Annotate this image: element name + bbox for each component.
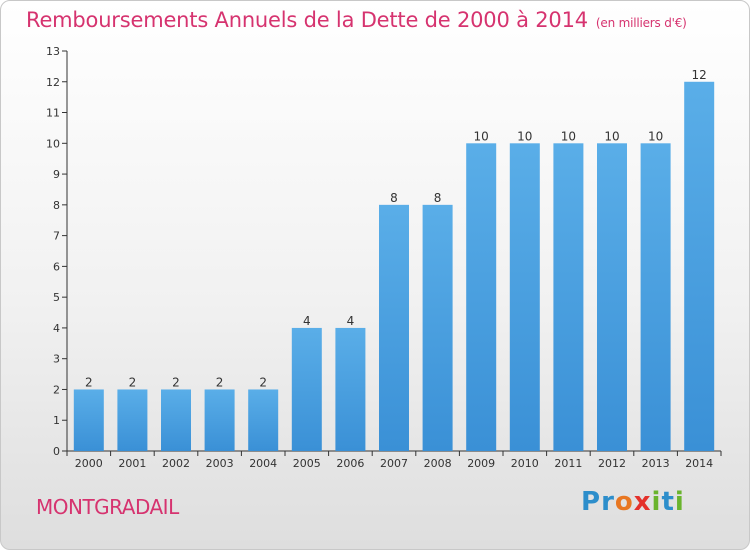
data-label: 4 [303, 314, 311, 328]
chart-title-text: Remboursements Annuels de la Dette de 20… [26, 8, 588, 32]
data-label: 2 [129, 375, 137, 389]
bar [422, 204, 453, 451]
bar [466, 143, 497, 452]
y-tick-label: 0 [53, 445, 60, 458]
bar [161, 389, 191, 451]
data-label: 8 [390, 191, 398, 205]
bar [640, 143, 671, 452]
x-tick-label: 2010 [511, 457, 539, 470]
x-tick-label: 2011 [554, 457, 582, 470]
chart-title: Remboursements Annuels de la Dette de 20… [26, 8, 687, 32]
data-label: 10 [561, 129, 576, 143]
logo-letter: i [674, 487, 685, 517]
bar [291, 327, 322, 451]
bar [117, 389, 148, 451]
x-tick-label: 2014 [685, 457, 713, 470]
data-label: 10 [604, 129, 619, 143]
bar [204, 389, 235, 451]
logo-letter: r [601, 487, 615, 517]
logo-letter: i [651, 487, 662, 517]
x-tick-label: 2009 [467, 457, 495, 470]
bar [597, 143, 627, 452]
x-tick-label: 2012 [598, 457, 626, 470]
y-tick-label: 5 [53, 291, 60, 304]
logo-letter: t [661, 487, 675, 517]
y-tick-label: 8 [53, 199, 60, 212]
bar [553, 143, 584, 452]
y-tick-label: 12 [46, 76, 60, 89]
data-label: 12 [692, 68, 707, 82]
chart-labels: 2 2 2 2 2 4 4 8 8 10 10 10 10 10 12 [85, 68, 707, 390]
data-label: 8 [434, 191, 442, 205]
chart-bars [73, 81, 715, 452]
y-tick-label: 2 [53, 383, 60, 396]
x-tick-label: 2003 [206, 457, 234, 470]
data-label: 2 [259, 375, 267, 389]
data-label: 2 [85, 375, 93, 389]
data-label: 10 [517, 129, 532, 143]
y-tick-label: 7 [53, 230, 60, 243]
y-tick-label: 9 [53, 168, 60, 181]
logo-letter: o [614, 487, 634, 517]
x-tick-label: 2007 [380, 457, 408, 470]
y-tick-label: 11 [46, 107, 60, 120]
data-label: 2 [172, 375, 180, 389]
bar [509, 143, 540, 452]
x-tick-label: 2000 [75, 457, 103, 470]
y-tick-label: 10 [46, 137, 60, 150]
data-label: 4 [347, 314, 355, 328]
y-tick-label: 4 [53, 322, 60, 335]
bar [684, 81, 715, 452]
y-tick-label: 13 [46, 45, 60, 58]
bar [73, 389, 104, 451]
proxiti-logo: Proxiti [581, 487, 685, 517]
bar [335, 327, 366, 451]
y-tick-label: 3 [53, 353, 60, 366]
data-label: 10 [648, 129, 663, 143]
commune-name: MONTGRADAIL [36, 495, 179, 519]
data-label: 10 [474, 129, 489, 143]
logo-letter: P [581, 487, 602, 517]
x-tick-label: 2001 [118, 457, 146, 470]
x-tick-label: 2004 [249, 457, 277, 470]
y-tick-label: 1 [53, 414, 60, 427]
x-tick-label: 2005 [293, 457, 321, 470]
chart-unit: (en milliers d'€) [595, 16, 687, 30]
x-tick-label: 2013 [642, 457, 670, 470]
x-tick-label: 2002 [162, 457, 190, 470]
y-tick-label: 6 [53, 260, 60, 273]
data-label: 2 [216, 375, 224, 389]
x-tick-label: 2008 [424, 457, 452, 470]
bar [248, 389, 279, 451]
x-tick-label: 2006 [336, 457, 364, 470]
bar [379, 204, 409, 451]
logo-letter: x [633, 487, 652, 517]
